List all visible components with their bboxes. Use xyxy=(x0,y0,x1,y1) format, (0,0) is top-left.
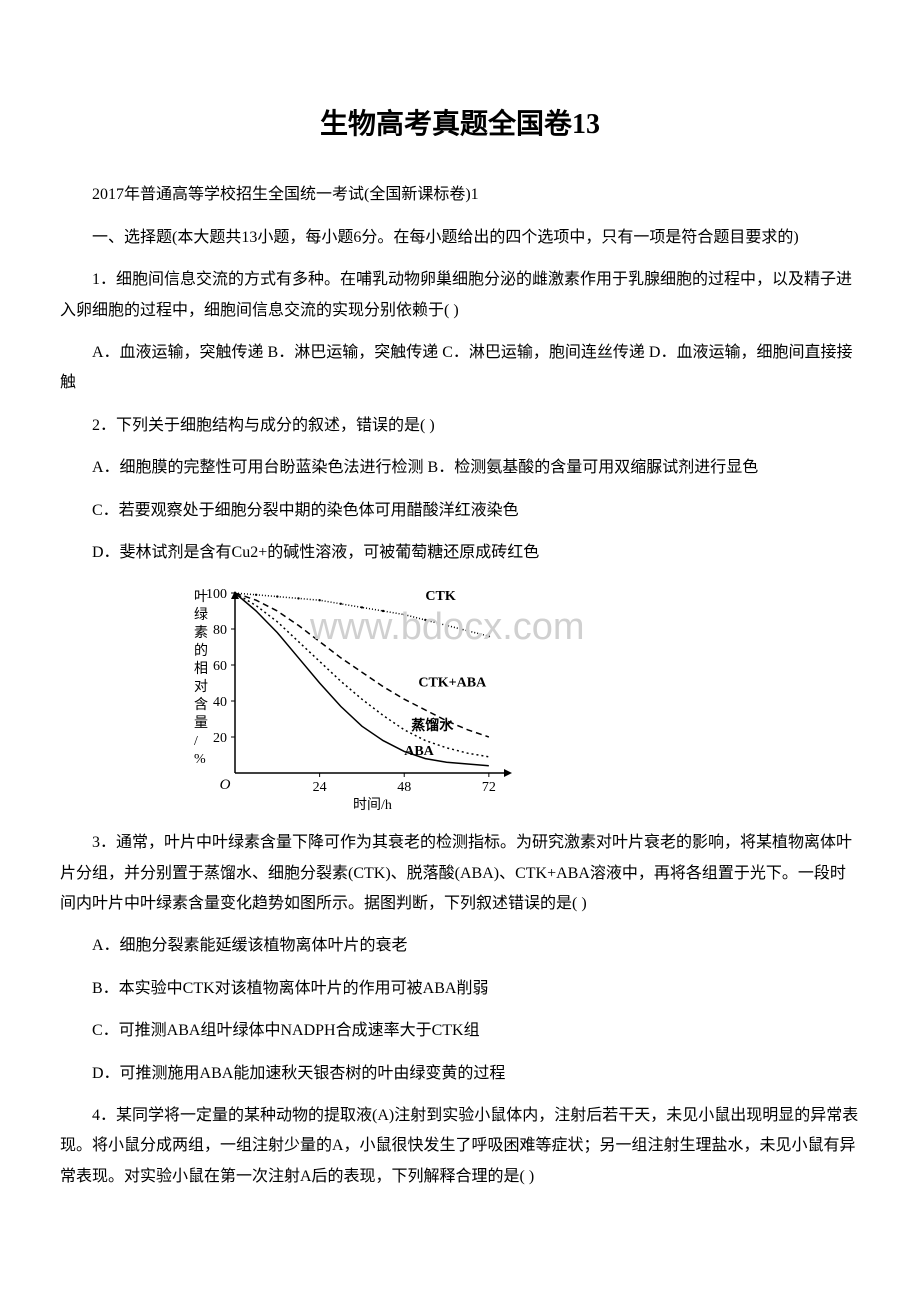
svg-text:叶: 叶 xyxy=(194,589,208,605)
question-1-options: A．血液运输，突触传递 B．淋巴运输，突触传递 C．淋巴运输，胞间连丝传递 D．… xyxy=(60,338,860,399)
question-1: 1．细胞间信息交流的方式有多种。在哺乳动物卵巢细胞分泌的雌激素作用于乳腺细胞的过… xyxy=(60,265,860,326)
svg-text:40: 40 xyxy=(213,695,227,710)
section-header: 一、选择题(本大题共13小题，每小题6分。在每小题给出的四个选项中，只有一项是符… xyxy=(60,223,860,253)
question-2-option-a: A．细胞膜的完整性可用台盼蓝染色法进行检测 B．检测氨基酸的含量可用双缩脲试剂进… xyxy=(60,453,860,483)
svg-text:蒸馏水: 蒸馏水 xyxy=(411,717,454,734)
question-3-option-b: B．本实验中CTK对该植物离体叶片的作用可被ABA削弱 xyxy=(60,974,860,1004)
svg-text:的: 的 xyxy=(194,643,208,659)
svg-text:CTK: CTK xyxy=(425,589,455,604)
chlorophyll-chart: 20 40 60 80 100 24 48 72 O 叶绿素的相对含量 /% 时间/h CTK CTK+A… xyxy=(180,583,520,813)
svg-text:对: 对 xyxy=(194,679,208,695)
question-2: 2．下列关于细胞结构与成分的叙述，错误的是( ) xyxy=(60,411,860,441)
svg-text:素: 素 xyxy=(194,625,208,641)
svg-text:含: 含 xyxy=(194,697,208,713)
svg-text:/: / xyxy=(194,734,198,749)
chart-container: www.bdocx.com 20406080100244872O叶绿素的相对含量… xyxy=(180,583,860,813)
page-title: 生物高考真题全国卷13 xyxy=(60,100,860,150)
question-2-option-c: C．若要观察处于细胞分裂中期的染色体可用醋酸洋红液染色 xyxy=(60,496,860,526)
question-3-option-a: A．细胞分裂素能延缓该植物离体叶片的衰老 xyxy=(60,931,860,961)
intro-text: 2017年普通高等学校招生全国统一考试(全国新课标卷)1 xyxy=(60,180,860,210)
svg-text:量: 量 xyxy=(194,715,208,731)
question-3-option-d: D．可推测施用ABA能加速秋天银杏树的叶由绿变黄的过程 xyxy=(60,1059,860,1089)
question-3: 3．通常，叶片中叶绿素含量下降可作为其衰老的检测指标。为研究激素对叶片衰老的影响… xyxy=(60,828,860,919)
svg-text:O: O xyxy=(220,777,231,793)
svg-text:80: 80 xyxy=(213,623,227,638)
question-4: 4．某同学将一定量的某种动物的提取液(A)注射到实验小鼠体内，注射后若干天，未见… xyxy=(60,1101,860,1192)
question-3-option-c: C．可推测ABA组叶绿体中NADPH合成速率大于CTK组 xyxy=(60,1016,860,1046)
svg-text:ABA: ABA xyxy=(404,744,434,759)
svg-text:60: 60 xyxy=(213,659,227,674)
svg-text:100: 100 xyxy=(206,587,227,602)
svg-text:48: 48 xyxy=(397,780,411,795)
svg-text:时间/h: 时间/h xyxy=(353,797,392,813)
svg-text:%: % xyxy=(194,752,206,767)
svg-text:72: 72 xyxy=(482,780,496,795)
svg-text:绿: 绿 xyxy=(194,607,208,623)
svg-text:相: 相 xyxy=(194,661,208,677)
question-2-option-d: D．斐林试剂是含有Cu2+的碱性溶液，可被葡萄糖还原成砖红色 xyxy=(60,538,860,568)
svg-text:20: 20 xyxy=(213,731,227,746)
svg-text:CTK+ABA: CTK+ABA xyxy=(418,676,487,691)
svg-text:24: 24 xyxy=(313,780,327,795)
